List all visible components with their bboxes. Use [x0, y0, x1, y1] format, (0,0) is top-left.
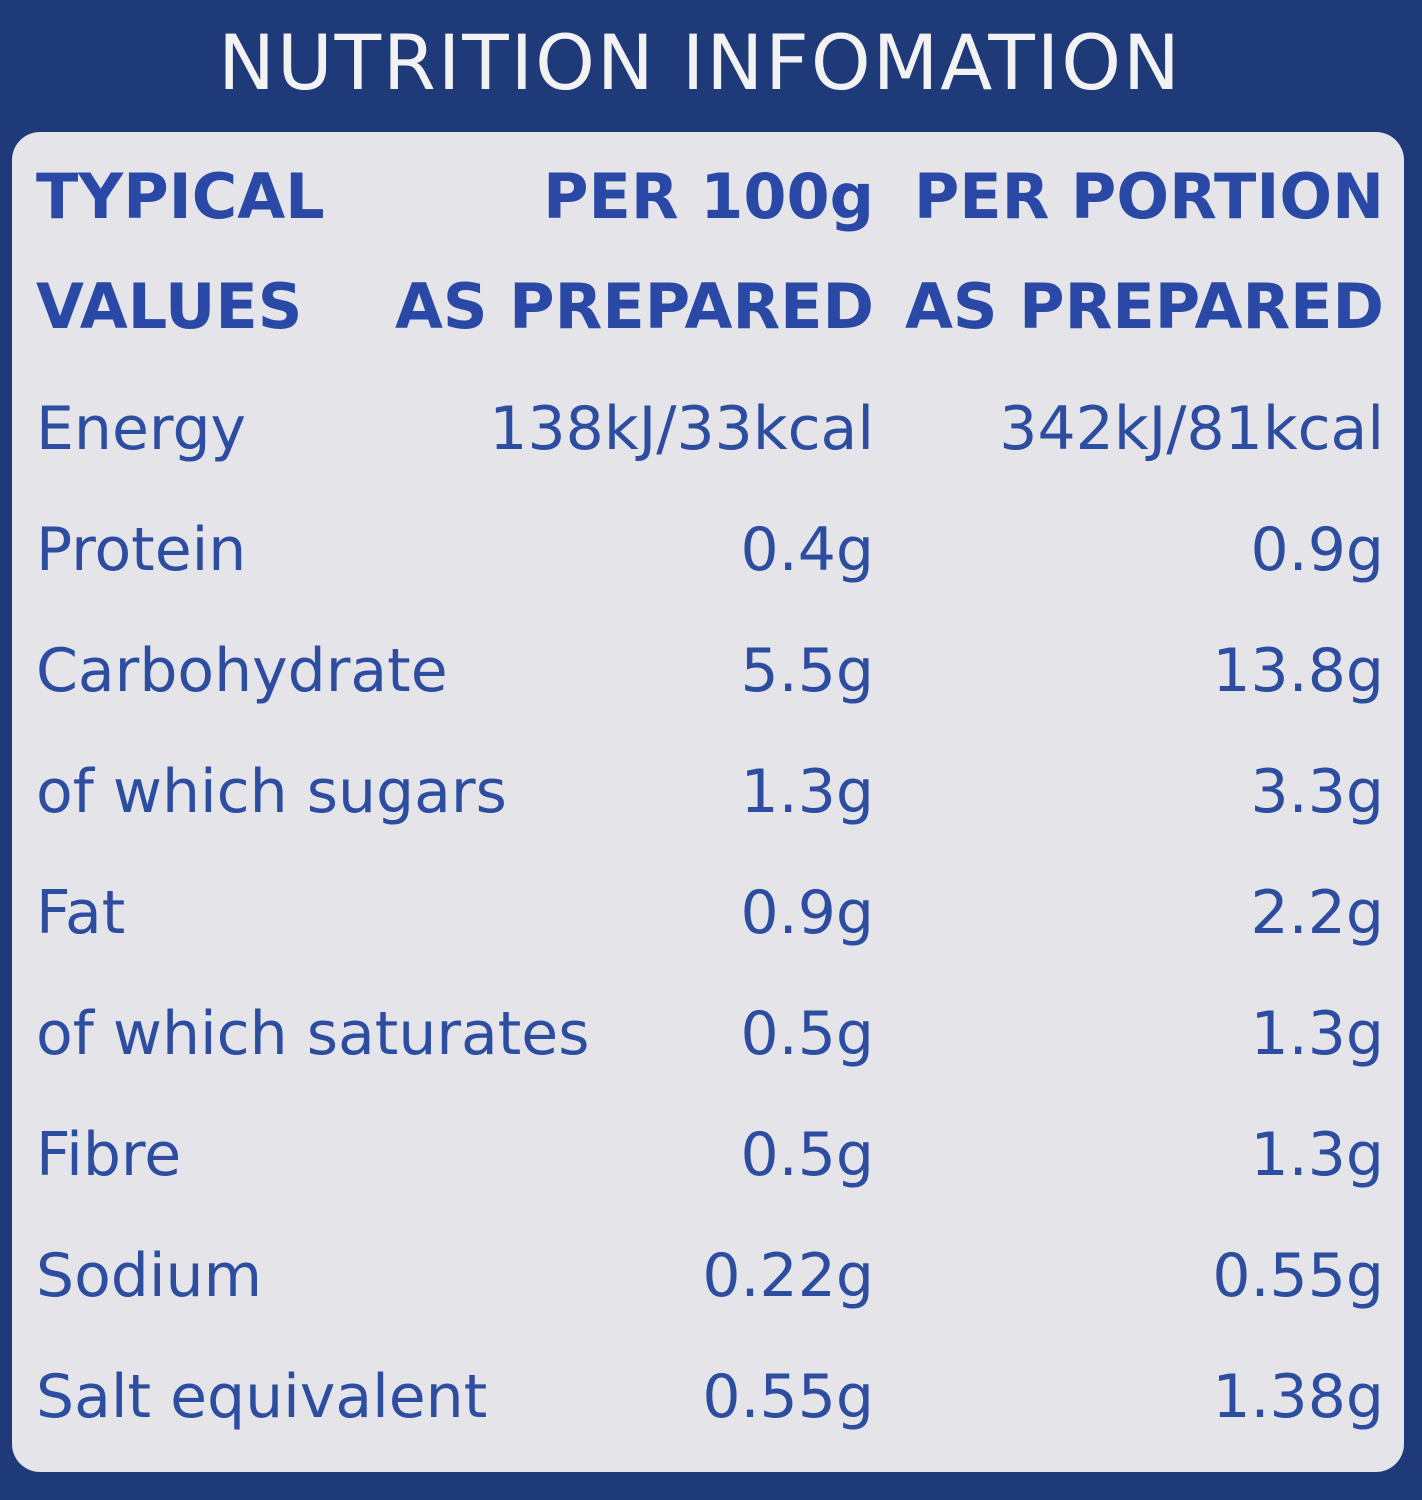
value-cell: 0.9g — [740, 878, 874, 948]
value-cell: 0.9g — [1250, 515, 1384, 585]
value-cell: 1.3g — [1250, 1120, 1384, 1190]
value-cell: 13.8g — [1212, 636, 1384, 706]
title: NUTRITION INFOMATION — [218, 18, 1182, 107]
nutrient-label: Protein — [36, 515, 247, 585]
header-cell: VALUES — [36, 270, 303, 343]
header-cell: PER PORTION — [913, 160, 1384, 233]
nutrient-label: Carbohydrate — [36, 636, 448, 706]
value-cell: 0.4g — [740, 515, 874, 585]
header-cell: TYPICAL — [36, 160, 325, 233]
value-cell: 0.55g — [702, 1362, 874, 1432]
value-cell: 3.3g — [1250, 757, 1384, 827]
value-cell: 1.3g — [1250, 999, 1384, 1069]
value-cell: 342kJ/81kcal — [999, 394, 1384, 464]
value-cell: 0.5g — [740, 999, 874, 1069]
value-cell: 0.5g — [740, 1120, 874, 1190]
header-cell: AS PREPARED — [904, 270, 1384, 343]
nutrient-label: Sodium — [36, 1241, 263, 1311]
header-cell: PER 100g — [543, 160, 874, 233]
value-cell: 0.22g — [702, 1241, 874, 1311]
value-cell: 0.55g — [1212, 1241, 1384, 1311]
value-cell: 1.38g — [1212, 1362, 1384, 1432]
nutrient-label: Salt equivalent — [36, 1362, 488, 1432]
nutrition-table: TYPICAL VALUES PER 100g AS PREPARED PER PORT… — [12, 132, 1404, 1472]
value-cell: 138kJ/33kcal — [489, 394, 874, 464]
value-cell: 1.3g — [740, 757, 874, 827]
nutrient-label: of which sugars — [36, 757, 507, 827]
value-cell: 5.5g — [740, 636, 874, 706]
header-cell: AS PREPARED — [394, 270, 874, 343]
nutrient-label: Energy — [36, 394, 247, 464]
nutrient-label: Fat — [36, 878, 126, 948]
nutrient-label: of which saturates — [36, 999, 590, 1069]
nutrient-label: Fibre — [36, 1120, 182, 1190]
value-cell: 2.2g — [1250, 878, 1384, 948]
